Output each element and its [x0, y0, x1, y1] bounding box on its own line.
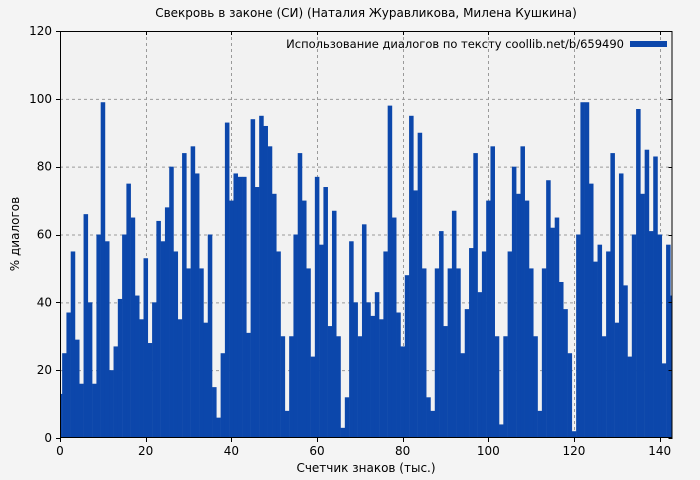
legend-label: Использование диалогов по тексту coollib… — [286, 37, 624, 51]
legend-swatch-icon — [630, 41, 667, 47]
bars-series — [60, 102, 673, 438]
y-tick-label: 80 — [37, 160, 52, 174]
y-tick-label: 60 — [37, 228, 52, 242]
chart-title: Свекровь в законе (СИ) (Наталия Журавлик… — [155, 6, 577, 20]
y-tick-label: 40 — [37, 295, 52, 309]
y-tick-label: 100 — [29, 92, 52, 106]
x-tick-label: 140 — [648, 444, 671, 458]
x-tick-label: 100 — [477, 444, 500, 458]
plot-border — [60, 31, 673, 438]
x-tick-label: 60 — [309, 444, 324, 458]
x-tick-label: 80 — [395, 444, 410, 458]
x-axis-label: Счетчик знаков (тыс.) — [296, 461, 436, 475]
legend: Использование диалогов по тексту coollib… — [286, 37, 667, 51]
y-tick-label: 120 — [29, 24, 52, 38]
x-tick-label: 120 — [563, 444, 586, 458]
tick-labels: 0 20 40 60 80 100 120 140 0 20 40 60 80 100 120 — [29, 24, 671, 458]
y-tick-label: 0 — [44, 431, 52, 445]
y-tick-label: 20 — [37, 363, 52, 377]
x-tick-label: 20 — [138, 444, 153, 458]
y-axis-label: % диалогов — [8, 196, 22, 272]
x-tick-label: 40 — [224, 444, 239, 458]
x-tick-label: 0 — [56, 444, 64, 458]
axis-ticks — [56, 31, 673, 442]
